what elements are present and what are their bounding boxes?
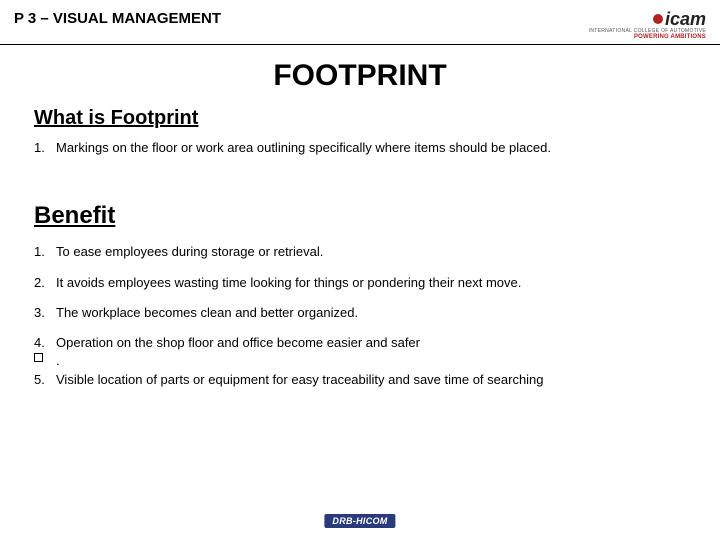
list-item-text: The workplace becomes clean and better o… [56,305,358,320]
list-item: 1.To ease employees during storage or re… [34,244,686,260]
list-item-text: Markings on the floor or work area outli… [56,140,551,155]
header-title: P 3 – VISUAL MANAGEMENT [14,10,221,27]
checkbox-icon [34,353,43,362]
footer-logo: DRB-HICOM [324,514,395,528]
logo-tagline: POWERING AMBITIONS [589,34,706,40]
list-item: 2.It avoids employees wasting time looki… [34,275,686,291]
logo-text: icam [665,10,706,28]
page-title: FOOTPRINT [34,59,686,93]
logo-icam: icam INTERNATIONAL COLLEGE OF AUTOMOTIVE… [589,10,706,40]
list-item-text: Operation on the shop floor and office b… [56,335,420,350]
list-item-text: Visible location of parts or equipment f… [56,372,544,387]
list-item-text: It avoids employees wasting time looking… [56,275,521,290]
section2-heading: Benefit [34,202,686,230]
logo-dot-icon [653,14,663,24]
list-item-text: To ease employees during storage or retr… [56,244,323,259]
main-content: FOOTPRINT What is Footprint 1.Markings o… [0,45,720,388]
section1-heading: What is Footprint [34,107,686,130]
header: P 3 – VISUAL MANAGEMENT icam INTERNATION… [0,0,720,44]
list-item: 4.Operation on the shop floor and office… [34,335,686,351]
list-item-text: . [56,353,60,368]
list-item: 1.Markings on the floor or work area out… [34,140,686,156]
list-item: 5.Visible location of parts or equipment… [34,372,686,388]
section1-list: 1.Markings on the floor or work area out… [34,140,686,156]
list-item: . [34,353,686,369]
section2-list: 1.To ease employees during storage or re… [34,244,686,388]
list-item: 3.The workplace becomes clean and better… [34,305,686,321]
